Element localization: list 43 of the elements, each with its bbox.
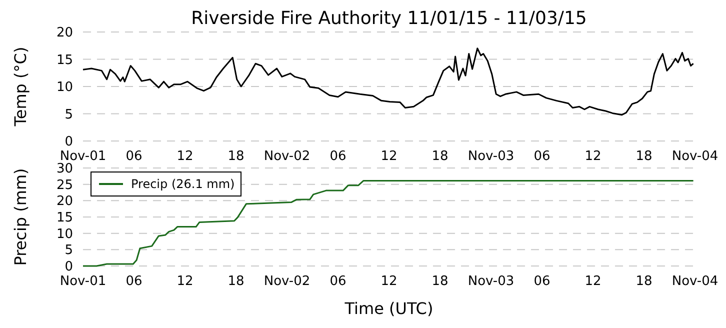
x-tick-label: 18 [636,274,652,289]
x-tick-label: Nov-04 [672,274,718,289]
x-tick-label: Nov-03 [468,274,514,289]
x-tick-label: 06 [126,274,142,289]
x-tick-label: 12 [380,149,398,164]
y-tick-label: 20 [56,194,73,210]
x-tick-label: Nov-02 [264,149,310,164]
x-tick-label: 06 [534,149,550,164]
y-tick-label: 5 [64,107,73,122]
x-tick-label: Nov-02 [264,274,310,289]
x-tick-label: 12 [176,149,194,164]
x-tick-label: 12 [584,149,602,164]
y-axis-title: Precip (mm) [11,168,30,266]
y-tick-label: 10 [56,226,73,242]
x-tick-label: 06 [330,274,346,289]
x-tick-label: 06 [126,149,142,164]
y-tick-label: 30 [56,162,73,177]
y-tick-label: 0 [64,134,73,150]
x-tick-label: 06 [534,274,550,289]
x-tick-label: Nov-01 [60,149,106,164]
x-tick-label: 18 [228,274,244,289]
x-tick-label: 12 [380,274,398,289]
x-tick-label: 06 [330,149,346,164]
x-tick-label: 18 [636,149,652,164]
y-tick-label: 0 [64,260,73,275]
y-tick-label: 20 [56,26,73,41]
x-tick-label: 12 [584,274,602,289]
x-tick-label: Nov-04 [672,149,718,164]
x-tick-label: 18 [432,149,448,164]
x-tick-label: 18 [228,149,244,164]
x-tick-label: 18 [432,274,448,289]
chart-title: Riverside Fire Authority 11/01/15 - 11/03/15 [191,8,587,29]
y-tick-label: 15 [56,52,73,68]
y-tick-label: 10 [56,80,73,96]
legend-label: Precip (26.1 mm) [131,177,235,192]
y-tick-label: 25 [56,178,73,193]
y-tick-label: 5 [64,243,73,258]
x-tick-label: 12 [176,274,194,289]
x-tick-label: Nov-01 [60,274,106,289]
y-tick-label: 15 [56,210,73,226]
y-axis-title: Temp (°C) [11,46,30,128]
x-axis-title: Time (UTC) [344,299,434,318]
x-tick-label: Nov-03 [468,149,514,164]
